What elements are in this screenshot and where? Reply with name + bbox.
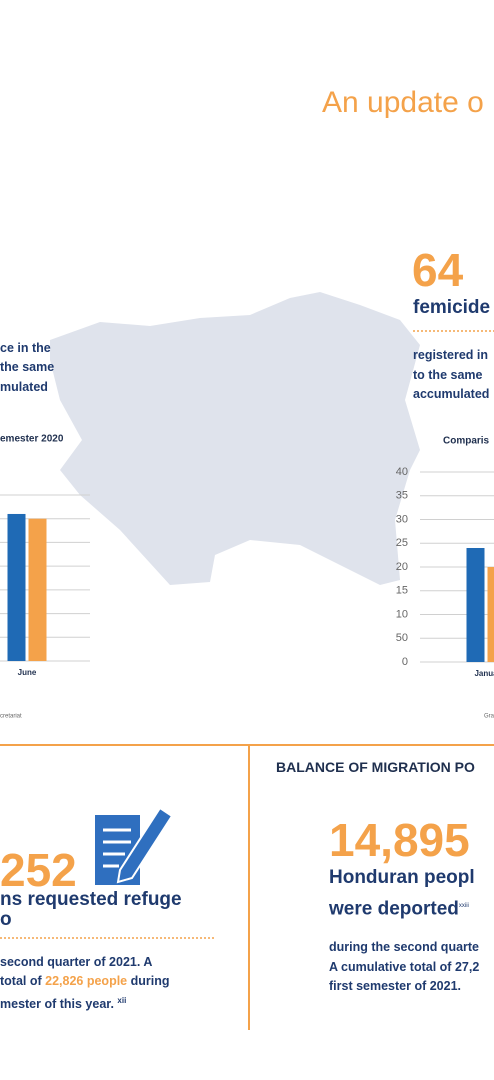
text: mester of this year. [0, 997, 118, 1012]
stat-heading: ns requested refuge [0, 889, 182, 910]
text-line: ce in the [0, 341, 51, 355]
y-tick-label: 10 [396, 608, 408, 620]
text-line: during the second quarte [329, 940, 480, 954]
bar [466, 548, 485, 662]
highlight: 22,826 people [45, 974, 128, 988]
x-tick-label: Janua [474, 669, 494, 678]
chart-title: emester 2020 [0, 434, 64, 445]
y-tick-label: 15 [396, 585, 408, 597]
y-tick-label: 25 [396, 537, 408, 549]
text-line: total of 22,826 people during [0, 972, 170, 991]
chart-source: Gra [484, 714, 494, 720]
text-line: registered in [413, 348, 489, 362]
text-line: accumulated [413, 387, 490, 401]
stat-number: 64 [412, 244, 464, 296]
y-tick-label: 20 [396, 561, 408, 573]
footnote: xxiii [458, 903, 469, 909]
text-line: mulated [0, 380, 48, 394]
stat-number: 252 [0, 844, 77, 896]
page-title: An update o [322, 86, 484, 119]
y-tick-label: 30 [396, 513, 408, 525]
text: second quarter of 2021. A [0, 955, 153, 969]
text-line: second quarter of 2021. A [0, 953, 152, 972]
map [50, 292, 420, 585]
text-line: mester of this year. xii [0, 991, 126, 1014]
document-icon [95, 806, 174, 885]
stat-heading: femicide [413, 297, 491, 318]
text-line: the same [0, 360, 55, 374]
text: during [127, 974, 170, 988]
y-tick-label: 0 [402, 656, 408, 668]
bar [28, 518, 47, 661]
stat-heading: o [0, 909, 12, 930]
stat-heading: Honduran peopl [329, 867, 475, 888]
text: were deported [329, 898, 459, 920]
text: total of [0, 974, 46, 988]
x-tick-label: June [18, 668, 37, 677]
y-tick-label: 40 [396, 466, 408, 478]
bar [7, 513, 26, 661]
footnote: xii [117, 996, 127, 1005]
text-line: to the same [413, 368, 483, 382]
stat-number: 14,895 [329, 814, 470, 866]
chart-source: cretariat [0, 714, 22, 720]
y-tick-label: 50 [396, 632, 408, 644]
y-tick-label: 35 [396, 490, 408, 502]
stat-heading: were deportedxxiii [329, 892, 469, 923]
text-line: first semester of 2021. [329, 979, 462, 993]
section-title: BALANCE OF MIGRATION PO [276, 759, 475, 775]
text-line: A cumulative total of 27,2 [329, 960, 480, 974]
bar [487, 567, 494, 662]
chart-title: Comparis [443, 436, 490, 447]
